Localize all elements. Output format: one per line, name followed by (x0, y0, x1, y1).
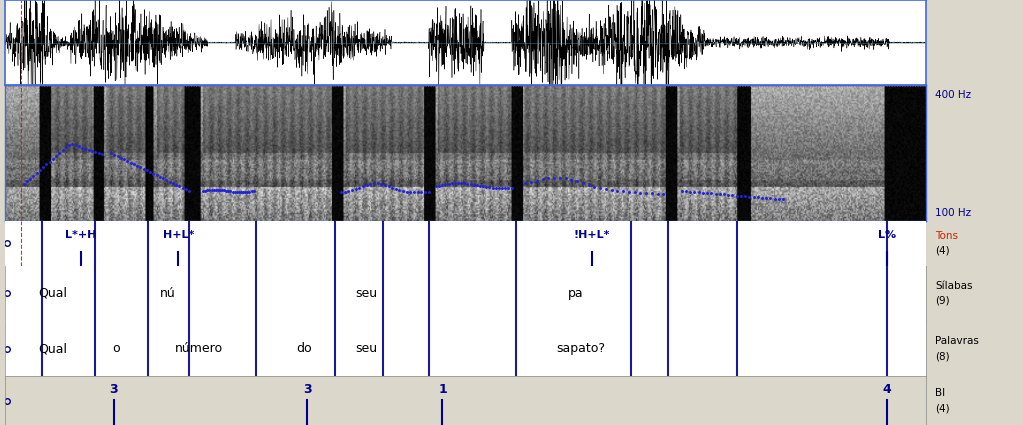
Text: L*+H: L*+H (64, 230, 96, 240)
Text: 100 Hz: 100 Hz (935, 208, 972, 218)
Text: do: do (297, 342, 312, 355)
Text: (4): (4) (935, 246, 950, 256)
Text: Bl: Bl (935, 388, 945, 398)
Text: H+L*: H+L* (163, 230, 194, 240)
Text: número: número (174, 342, 223, 355)
Text: sapato?: sapato? (557, 342, 605, 355)
Text: 400 Hz: 400 Hz (935, 90, 972, 99)
Text: Palavras: Palavras (935, 336, 979, 346)
Text: L%: L% (878, 230, 896, 240)
Text: 3: 3 (109, 383, 118, 396)
Text: (9): (9) (935, 296, 950, 306)
Text: 3: 3 (303, 383, 311, 396)
Text: 4: 4 (883, 383, 891, 396)
Text: (8): (8) (935, 351, 950, 361)
Text: seu: seu (355, 287, 377, 300)
Text: seu: seu (355, 342, 377, 355)
Text: pa: pa (568, 287, 584, 300)
Text: Tons: Tons (935, 231, 959, 241)
Text: o: o (112, 342, 120, 355)
Text: (4): (4) (935, 403, 950, 413)
Text: Sílabas: Sílabas (935, 280, 973, 291)
Text: Qual: Qual (39, 342, 68, 355)
Text: !H+L*: !H+L* (573, 230, 610, 240)
Text: nú: nú (161, 287, 176, 300)
Text: Qual: Qual (39, 287, 68, 300)
Text: 1: 1 (438, 383, 447, 396)
